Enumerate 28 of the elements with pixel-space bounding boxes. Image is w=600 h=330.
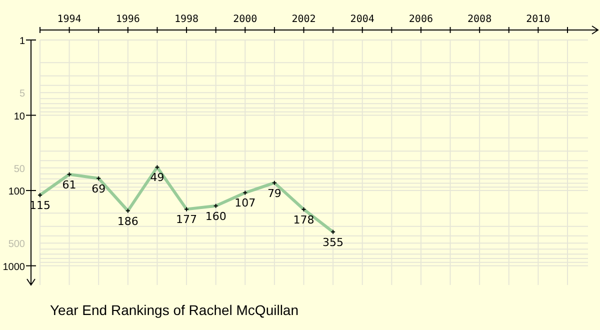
x-tick-label: 1994 xyxy=(57,14,82,25)
x-tick-label: 1996 xyxy=(116,14,140,25)
y-tick-label: 100 xyxy=(8,186,26,198)
data-label: 107 xyxy=(234,196,256,210)
data-label: 355 xyxy=(322,236,344,249)
x-tick-label: 2006 xyxy=(408,14,434,25)
data-label: 61 xyxy=(62,178,76,192)
data-label: 177 xyxy=(176,213,198,226)
x-tick-label: 2000 xyxy=(233,14,258,25)
data-label: 79 xyxy=(267,186,282,200)
data-label: 178 xyxy=(293,213,314,226)
text: Year End Rankings of Rachel McQuillan xyxy=(50,302,299,318)
y-tick-label: 10 xyxy=(14,111,26,122)
y-tick-label: 1000 xyxy=(2,262,26,273)
data-label: 115 xyxy=(30,199,50,212)
data-label: 160 xyxy=(205,210,226,223)
x-tick-label: 1998 xyxy=(174,14,199,25)
y-tick-label: 500 xyxy=(8,239,26,250)
y-tick-label: 5 xyxy=(19,88,26,100)
x-tick-label: 2010 xyxy=(526,14,550,25)
y-tick-label: 1 xyxy=(19,36,26,47)
data-label: 69 xyxy=(92,182,106,196)
x-tick-label: 2004 xyxy=(350,14,374,25)
data-label: 49 xyxy=(150,171,164,184)
y-tick-label: 50 xyxy=(14,164,26,175)
x-tick-label: 2008 xyxy=(468,14,492,25)
x-tick-label: 2002 xyxy=(292,14,316,25)
data-label: 186 xyxy=(117,214,138,228)
